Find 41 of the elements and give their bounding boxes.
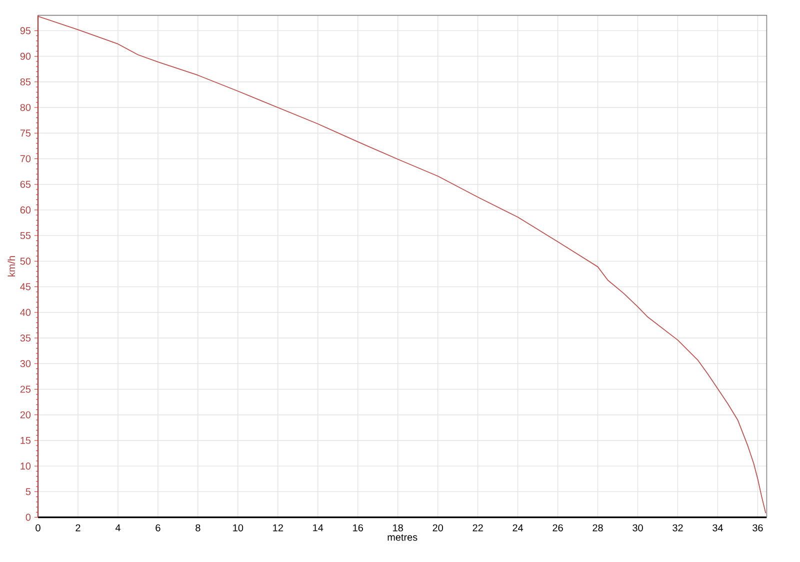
x-tick-label: 26 — [552, 524, 563, 532]
y-axis-title: km/h — [8, 256, 16, 276]
y-tick-label: 55 — [20, 232, 31, 240]
x-tick-label: 14 — [313, 524, 324, 532]
x-tick-label: 6 — [156, 524, 160, 532]
y-tick-label: 80 — [20, 104, 31, 112]
y-tick-label: 85 — [20, 78, 31, 86]
x-tick-label: 0 — [36, 524, 40, 532]
y-tick-label: 10 — [20, 462, 31, 470]
y-tick-label: 40 — [20, 308, 31, 316]
x-tick-label: 28 — [592, 524, 603, 532]
y-tick-label: 50 — [20, 258, 31, 265]
y-tick-label: 65 — [20, 180, 31, 188]
y-tick-label: 70 — [20, 155, 31, 162]
y-tick-label: 35 — [20, 334, 31, 342]
y-tick-label: 30 — [20, 360, 31, 368]
x-tick-label: 32 — [672, 524, 683, 532]
x-tick-label: 20 — [432, 524, 443, 532]
y-tick-label: 60 — [20, 206, 31, 214]
y-tick-label: 5 — [26, 488, 31, 496]
x-tick-label: 36 — [752, 524, 763, 532]
x-tick-label: 10 — [233, 524, 244, 532]
y-tick-label: 45 — [20, 283, 31, 290]
y-tick-label: 95 — [20, 27, 31, 34]
x-tick-label: 12 — [273, 524, 283, 532]
x-axis-title: metres — [388, 534, 418, 541]
y-tick-label: 15 — [20, 436, 31, 444]
x-tick-label: 30 — [632, 524, 643, 532]
y-tick-label: 0 — [26, 514, 31, 521]
y-tick-label: 20 — [20, 411, 31, 418]
y-tick-label: 90 — [20, 52, 31, 60]
x-tick-label: 4 — [115, 524, 120, 532]
x-tick-label: 16 — [353, 524, 363, 532]
x-tick-label: 18 — [393, 524, 403, 532]
y-tick-label: 25 — [20, 386, 31, 393]
x-tick-label: 24 — [512, 524, 524, 532]
y-tick-label: 75 — [20, 130, 31, 137]
x-tick-label: 2 — [76, 524, 80, 532]
x-tick-label: 22 — [472, 524, 483, 532]
x-tick-label: 8 — [196, 524, 200, 532]
x-tick-label: 34 — [712, 524, 723, 532]
